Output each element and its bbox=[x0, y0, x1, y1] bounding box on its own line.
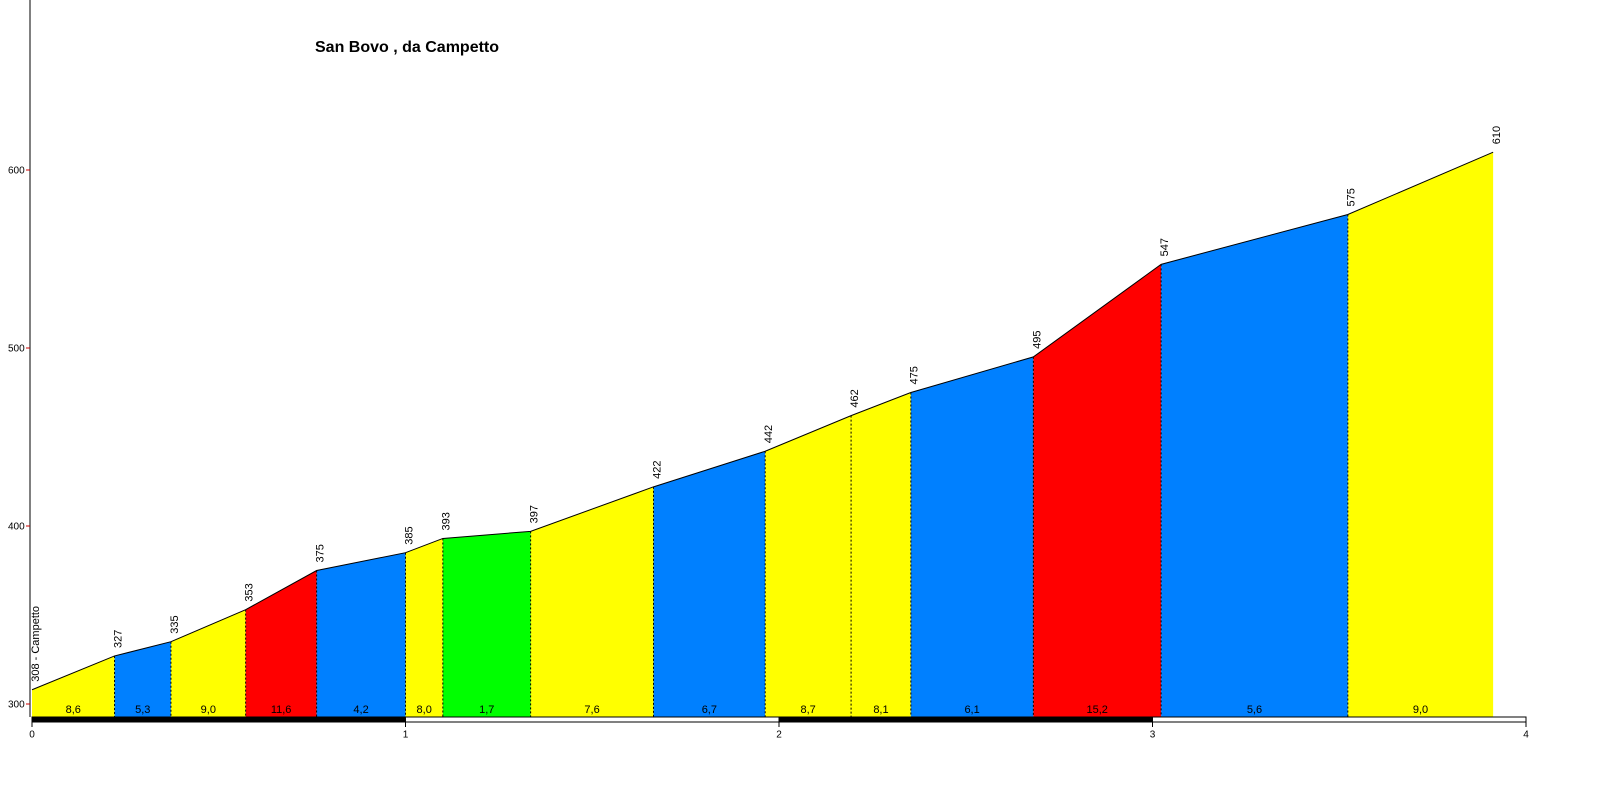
y-tick-label: 500 bbox=[8, 344, 25, 355]
segment bbox=[530, 486, 654, 717]
gradient-label: 8,1 bbox=[873, 704, 888, 716]
segment bbox=[316, 552, 406, 717]
gradient-label: 8,0 bbox=[417, 704, 432, 716]
elevation-label: 375 bbox=[315, 544, 327, 562]
elevation-label: 475 bbox=[909, 366, 921, 384]
x-tick-label: 2 bbox=[776, 730, 782, 741]
km-strip bbox=[405, 716, 780, 723]
gradient-label: 6,1 bbox=[964, 704, 979, 716]
elevation-label: 335 bbox=[169, 615, 181, 633]
gradient-label: 8,6 bbox=[66, 704, 81, 716]
gradient-label: 9,0 bbox=[1413, 704, 1428, 716]
y-tick-label: 300 bbox=[8, 700, 25, 711]
x-tick-label: 3 bbox=[1150, 730, 1156, 741]
segment bbox=[405, 538, 443, 717]
gradient-label: 7,6 bbox=[584, 704, 599, 716]
gradient-label: 9,0 bbox=[201, 704, 216, 716]
elevation-label: 575 bbox=[1346, 188, 1358, 206]
elevation-label: 495 bbox=[1031, 331, 1043, 349]
elevation-label: 610 bbox=[1491, 126, 1503, 144]
x-tick-label: 1 bbox=[403, 730, 409, 741]
elevation-label: 308 - Campetto bbox=[30, 606, 42, 682]
gradient-label: 4,2 bbox=[353, 704, 368, 716]
gradient-label: 6,7 bbox=[702, 704, 717, 716]
gradient-label: 11,6 bbox=[271, 704, 292, 716]
elevation-label: 393 bbox=[441, 512, 453, 530]
km-strip bbox=[1152, 716, 1527, 723]
segment bbox=[32, 655, 115, 717]
x-tick-label: 0 bbox=[29, 730, 35, 741]
segment bbox=[170, 609, 246, 717]
elevation-label: 327 bbox=[112, 630, 124, 648]
segment bbox=[442, 531, 531, 717]
segment bbox=[653, 451, 766, 717]
segment bbox=[114, 641, 171, 717]
segment bbox=[765, 415, 852, 717]
segment bbox=[1347, 152, 1494, 718]
y-tick-label: 600 bbox=[8, 166, 25, 177]
profile-line bbox=[31, 151, 1494, 691]
elevation-label: 462 bbox=[849, 389, 861, 407]
elevation-label: 442 bbox=[763, 425, 775, 443]
segment bbox=[1161, 214, 1348, 717]
segment bbox=[1033, 264, 1162, 717]
gradient-label: 5,3 bbox=[135, 704, 150, 716]
km-strip bbox=[778, 716, 1153, 723]
elevation-label: 397 bbox=[529, 505, 541, 523]
x-tick-label: 4 bbox=[1523, 730, 1529, 741]
elevation-label: 385 bbox=[403, 526, 415, 544]
segment bbox=[851, 392, 911, 717]
elevation-label: 422 bbox=[651, 460, 663, 478]
gradient-label: 1,7 bbox=[479, 704, 494, 716]
segment bbox=[910, 356, 1034, 717]
gradient-label: 5,6 bbox=[1247, 704, 1262, 716]
chart-title: San Bovo , da Campetto bbox=[315, 39, 499, 56]
km-strip bbox=[31, 716, 406, 723]
segment bbox=[245, 570, 317, 717]
gradient-label: 15,2 bbox=[1087, 704, 1108, 716]
elevation-label: 353 bbox=[244, 583, 256, 601]
y-tick-label: 400 bbox=[8, 522, 25, 533]
elevation-label: 547 bbox=[1159, 238, 1171, 256]
gradient-label: 8,7 bbox=[800, 704, 815, 716]
